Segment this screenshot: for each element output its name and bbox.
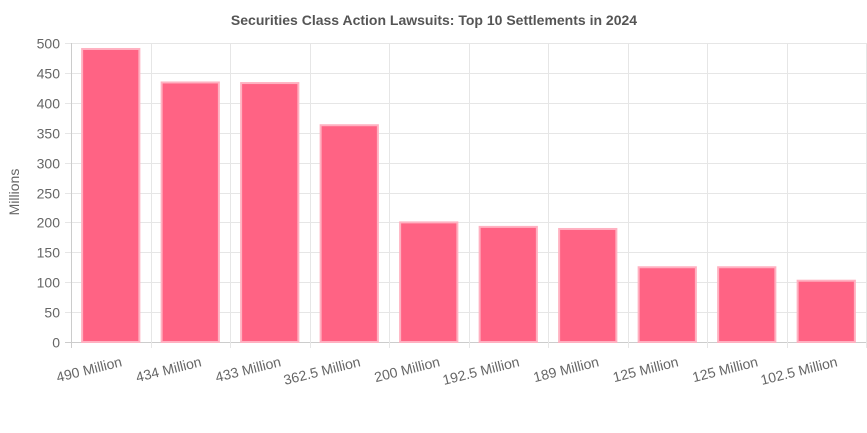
x-tick-label: 102.5 Million xyxy=(759,353,839,388)
bars xyxy=(81,47,856,344)
x-axis-ticks: 490 Million 434 Million 433 Million 362.5 M… xyxy=(55,353,839,388)
y-axis-title: Millions xyxy=(6,169,22,216)
y-tick-label: 500 xyxy=(37,36,61,52)
x-tick-label: 434 Million xyxy=(134,353,203,385)
bar[interactable] xyxy=(558,227,618,343)
y-tick-label: 150 xyxy=(37,245,61,261)
x-tick-label: 189 Million xyxy=(532,353,601,385)
y-tick-label: 400 xyxy=(37,96,61,112)
bar[interactable] xyxy=(637,266,697,343)
x-tick-label: 490 Million xyxy=(55,353,124,385)
y-axis-ticks: 0 50 100 150 200 250 300 350 400 450 500 xyxy=(37,36,61,351)
bar[interactable] xyxy=(796,279,856,343)
bar[interactable] xyxy=(240,82,300,343)
y-tick-label: 450 xyxy=(37,66,61,82)
bar[interactable] xyxy=(160,81,220,344)
y-tick-label: 300 xyxy=(37,156,61,172)
bar[interactable] xyxy=(717,266,777,343)
bar[interactable] xyxy=(81,47,141,343)
x-tick-label: 125 Million xyxy=(611,353,680,385)
y-tick-label: 50 xyxy=(44,305,60,321)
x-tick-label: 125 Million xyxy=(691,353,760,385)
bar[interactable] xyxy=(399,221,459,343)
bar[interactable] xyxy=(478,225,538,343)
y-tick-label: 250 xyxy=(37,186,61,202)
x-tick-label: 200 Million xyxy=(373,353,442,385)
y-tick-label: 200 xyxy=(37,215,61,231)
y-tick-label: 100 xyxy=(37,275,61,291)
x-tick-label: 433 Million xyxy=(214,353,283,385)
x-tick-label: 362.5 Million xyxy=(282,353,362,388)
x-tick-label: 192.5 Million xyxy=(441,353,521,388)
y-tick-label: 0 xyxy=(52,335,60,351)
bar[interactable] xyxy=(319,124,379,343)
y-tick-label: 350 xyxy=(37,126,61,142)
chart-title: Securities Class Action Lawsuits: Top 10… xyxy=(231,12,637,28)
